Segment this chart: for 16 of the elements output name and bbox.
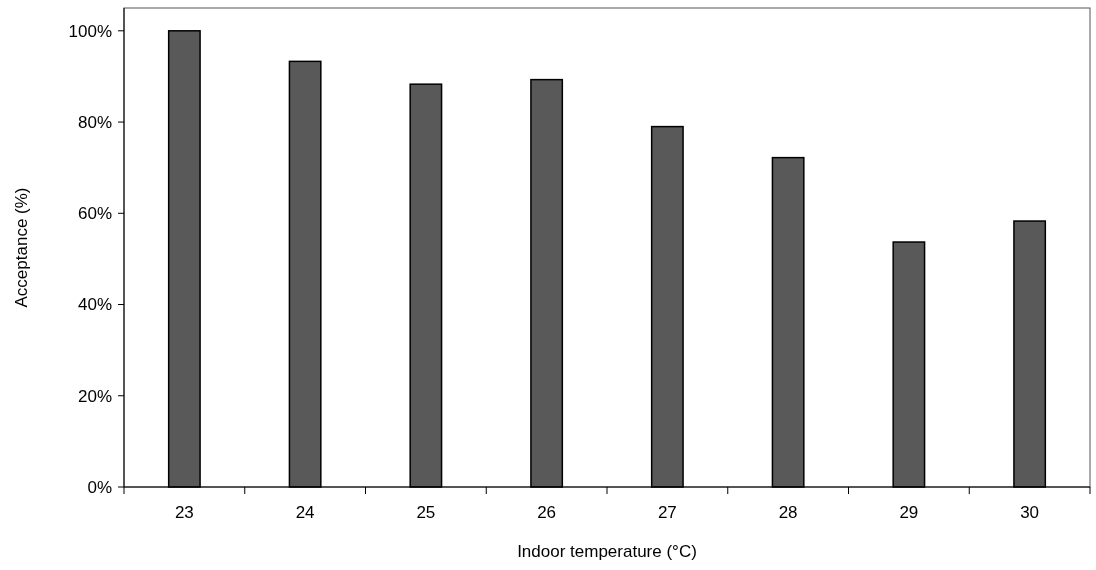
- y-tick-label: 40%: [77, 295, 112, 315]
- x-tick-label: 23: [174, 503, 194, 522]
- x-axis-title: Indoor temperature (°C): [517, 542, 697, 561]
- y-tick-label: 100%: [68, 21, 112, 41]
- x-tick-label: 25: [416, 503, 436, 522]
- x-tick-label: 24: [295, 503, 315, 522]
- y-tick-label: 0%: [87, 477, 112, 497]
- x-tick-label: 29: [899, 503, 919, 522]
- y-axis-title: Acceptance (%): [12, 187, 31, 308]
- y-tick-label: 80%: [77, 113, 112, 132]
- x-tick-label: 26: [537, 503, 557, 522]
- y-tick-label: 20%: [77, 386, 112, 406]
- x-tick-label: 30: [1020, 503, 1040, 522]
- y-tick-label: 60%: [77, 204, 112, 224]
- x-tick-label: 27: [657, 503, 677, 522]
- x-tick-label: 28: [778, 503, 798, 522]
